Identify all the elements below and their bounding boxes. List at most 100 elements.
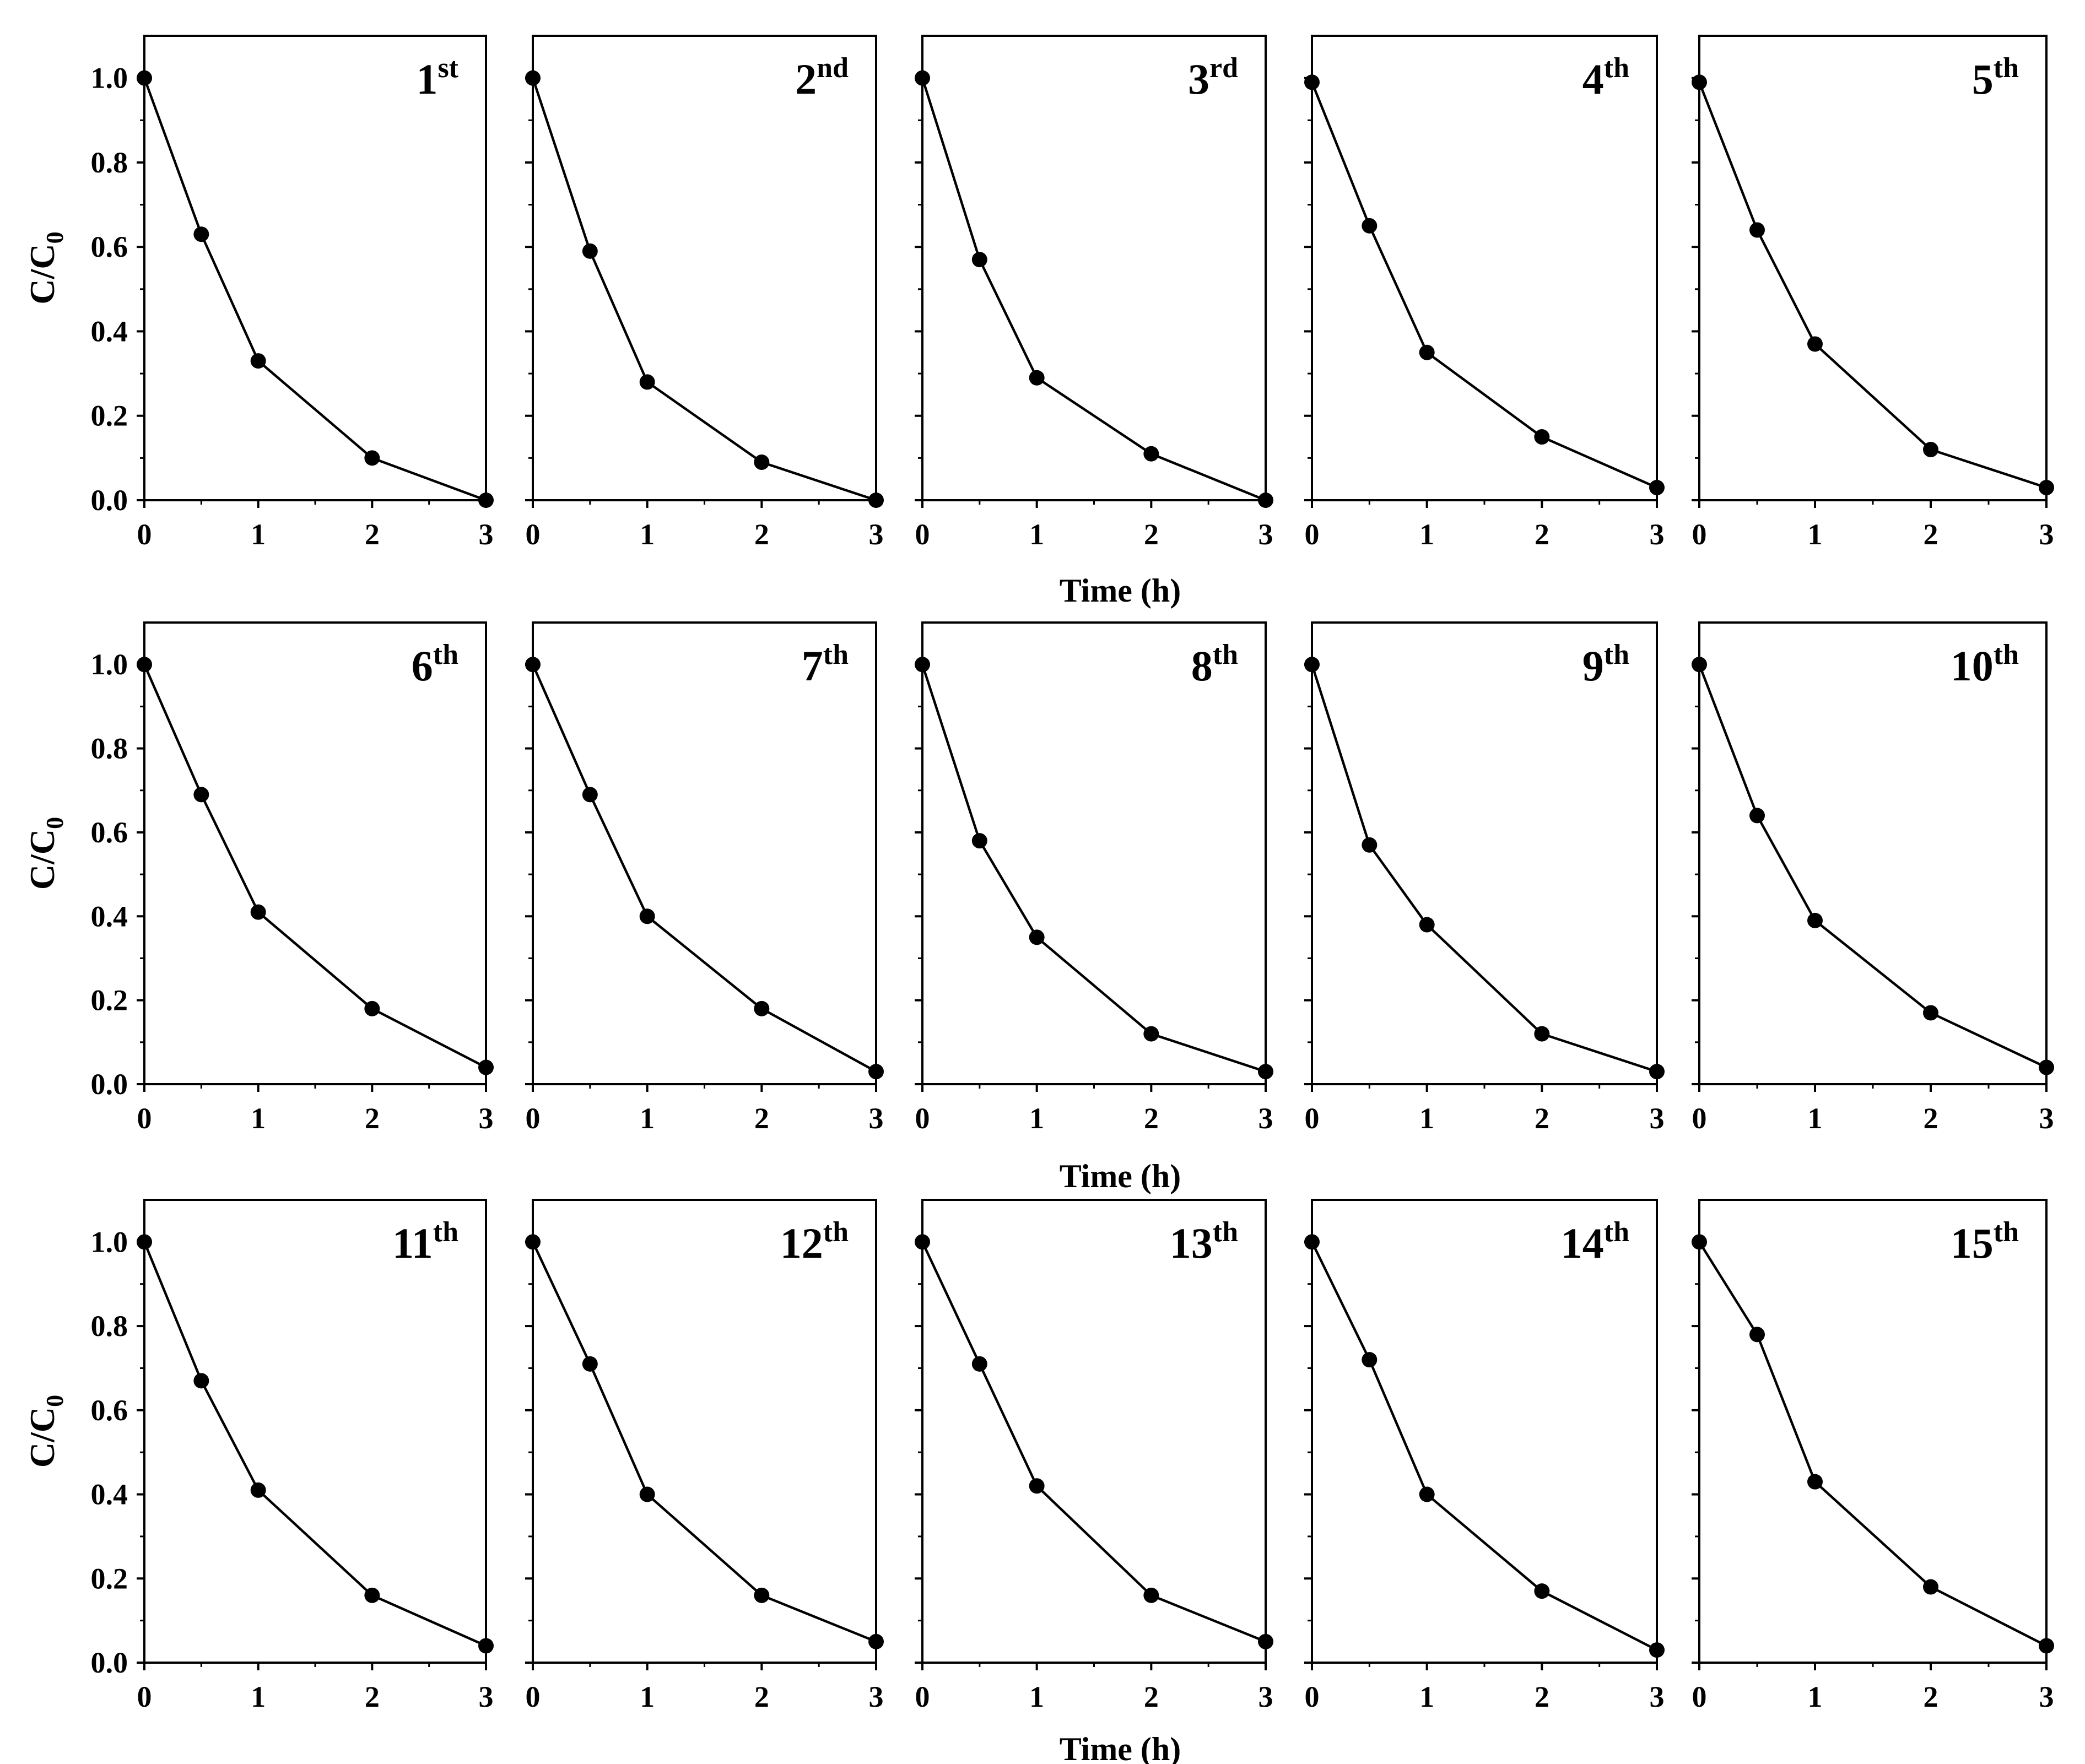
data-point bbox=[1649, 1064, 1665, 1080]
y-tick-label: 0.6 bbox=[91, 816, 128, 849]
x-tick-label: 0 bbox=[915, 1102, 930, 1135]
data-point bbox=[868, 493, 884, 508]
x-tick-label: 1 bbox=[640, 1680, 655, 1713]
data-point bbox=[1362, 1352, 1378, 1368]
x-tick-label: 2 bbox=[365, 1680, 380, 1713]
panel-label: 12th bbox=[780, 1216, 849, 1267]
x-tick-label: 0 bbox=[1305, 518, 1320, 551]
x-tick-label: 2 bbox=[1924, 1680, 1938, 1713]
x-tick-label: 2 bbox=[1144, 518, 1159, 551]
x-tick-label: 1 bbox=[640, 1102, 655, 1135]
data-point bbox=[364, 450, 380, 466]
y-tick-label: 0.4 bbox=[91, 1478, 128, 1511]
data-point bbox=[1419, 344, 1435, 360]
x-tick-label: 2 bbox=[1535, 1102, 1549, 1135]
plot-frame bbox=[921, 35, 1267, 501]
panel-6: 0 1 2 3 0.0 0.2 0.4 0.6 0.8 1.0 6th C/C0 bbox=[23, 621, 494, 1135]
data-point bbox=[582, 243, 598, 259]
data-point bbox=[1362, 218, 1378, 234]
panel-label: 3rd bbox=[1188, 52, 1238, 103]
x-tick-label: 3 bbox=[1650, 1680, 1665, 1713]
plot-frame bbox=[921, 621, 1267, 1085]
series-line bbox=[921, 664, 1266, 1073]
data-point bbox=[754, 454, 770, 470]
y-tick-label: 1.0 bbox=[91, 62, 128, 95]
y-axis-label: C/C0 bbox=[23, 817, 68, 890]
y-tick-label: 0.8 bbox=[91, 146, 128, 179]
x-tick-label: 3 bbox=[479, 1102, 494, 1135]
panel-label: 8th bbox=[1191, 639, 1238, 690]
data-point bbox=[1304, 657, 1320, 673]
x-tick-label: 1 bbox=[1419, 1102, 1434, 1135]
x-tick-label: 3 bbox=[869, 1680, 884, 1713]
panel-label: 5th bbox=[1972, 52, 2019, 103]
x-tick-label: 2 bbox=[1924, 1102, 1938, 1135]
data-point bbox=[1304, 1234, 1320, 1250]
data-point bbox=[2039, 480, 2054, 496]
data-point bbox=[639, 374, 655, 390]
x-tick-label: 1 bbox=[1419, 518, 1434, 551]
data-point bbox=[193, 1373, 209, 1389]
x-tick-label: 2 bbox=[754, 518, 769, 551]
y-tick-label: 0.6 bbox=[91, 1394, 128, 1427]
panel-label: 7th bbox=[802, 639, 849, 690]
data-point bbox=[971, 252, 987, 268]
x-tick-label: 1 bbox=[1029, 518, 1044, 551]
y-tick-label: 1.0 bbox=[91, 648, 128, 681]
data-point bbox=[525, 70, 541, 86]
plot-frame bbox=[1311, 1199, 1658, 1664]
x-tick-label: 0 bbox=[915, 1680, 930, 1713]
data-point bbox=[1029, 1478, 1045, 1494]
x-tick-label: 0 bbox=[526, 1680, 541, 1713]
x-tick-label: 0 bbox=[1692, 1680, 1707, 1713]
y-tick-label: 0.6 bbox=[91, 230, 128, 263]
data-point bbox=[582, 787, 598, 803]
x-tick-label: 3 bbox=[2039, 1680, 2054, 1713]
x-tick-label: 3 bbox=[479, 518, 494, 551]
plot-frame bbox=[1311, 621, 1658, 1085]
panel-3: 0 1 2 3 3rd bbox=[915, 35, 1273, 551]
x-tick-label: 3 bbox=[1650, 1102, 1665, 1135]
data-point bbox=[1692, 657, 1707, 673]
y-tick-label: 0.2 bbox=[91, 1562, 128, 1595]
data-point bbox=[639, 1486, 655, 1502]
y-tick-label: 0.8 bbox=[91, 732, 128, 765]
panel-8: 0 1 2 3 8th bbox=[915, 621, 1273, 1135]
data-point bbox=[1923, 442, 1938, 458]
data-point bbox=[754, 1587, 770, 1603]
data-point bbox=[1143, 1587, 1159, 1603]
x-tick-label: 3 bbox=[1258, 1680, 1273, 1713]
y-tick-label: 0.2 bbox=[91, 984, 128, 1017]
x-tick-label: 2 bbox=[754, 1102, 769, 1135]
series-line bbox=[921, 1241, 1266, 1643]
x-tick-label: 0 bbox=[1692, 518, 1707, 551]
data-point bbox=[2039, 1638, 2054, 1654]
x-tick-label: 0 bbox=[137, 1102, 152, 1135]
data-point bbox=[1258, 1064, 1273, 1080]
series-line bbox=[531, 664, 877, 1073]
x-tick-label: 1 bbox=[1419, 1680, 1434, 1713]
data-point bbox=[971, 1356, 987, 1372]
data-point bbox=[1419, 1486, 1435, 1502]
data-point bbox=[868, 1064, 884, 1080]
panel-label: 2nd bbox=[795, 52, 849, 103]
panel-label: 15th bbox=[1951, 1216, 2019, 1267]
plot-frame bbox=[143, 621, 487, 1085]
x-axis-label: Time (h) bbox=[1060, 1158, 1181, 1194]
data-point bbox=[1749, 1327, 1765, 1343]
x-tick-label: 2 bbox=[754, 1680, 769, 1713]
plot-frame bbox=[532, 35, 877, 501]
data-point bbox=[915, 657, 930, 673]
series-line bbox=[531, 1241, 877, 1643]
x-tick-label: 0 bbox=[526, 1102, 541, 1135]
y-axis-label: C/C0 bbox=[23, 1395, 68, 1468]
x-tick-label: 2 bbox=[1144, 1102, 1159, 1135]
panel-1: 0 1 2 3 0.0 0.2 0.4 0.6 0.8 1.0 1st C/C0 bbox=[23, 35, 494, 551]
data-point bbox=[1029, 370, 1045, 386]
series-line bbox=[143, 77, 487, 502]
data-point bbox=[1419, 917, 1435, 933]
series-line bbox=[1698, 664, 2047, 1069]
series-line bbox=[1310, 1241, 1658, 1652]
plot-frame bbox=[1311, 35, 1658, 501]
data-point bbox=[137, 1234, 152, 1250]
